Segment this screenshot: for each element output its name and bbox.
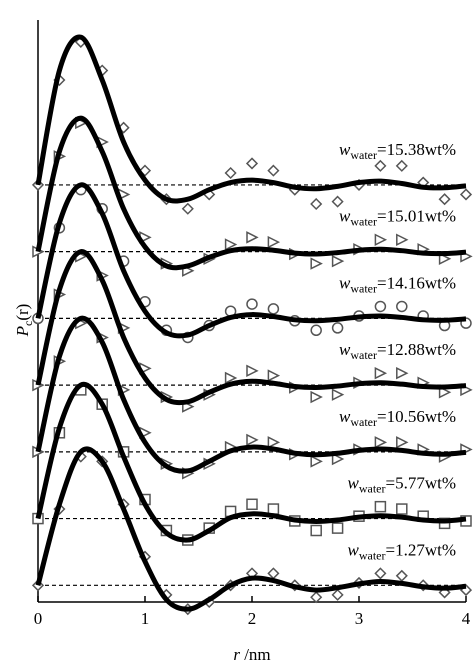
y-label-symbol: P bbox=[13, 326, 32, 337]
marker bbox=[267, 567, 280, 580]
label-symbol: w bbox=[348, 474, 360, 493]
fit-line bbox=[35, 315, 467, 474]
label-subscript: water bbox=[359, 548, 386, 562]
label-value: =12.88wt% bbox=[377, 340, 456, 359]
x-tick-label: 1 bbox=[141, 609, 150, 628]
y-label-subscript: c bbox=[21, 321, 35, 326]
marker bbox=[331, 588, 344, 601]
label-subscript: water bbox=[350, 215, 377, 229]
marker bbox=[331, 452, 345, 466]
x-tick-label: 2 bbox=[248, 609, 257, 628]
marker bbox=[224, 166, 237, 180]
y-axis-label: Pc(r) bbox=[13, 304, 35, 338]
marker bbox=[267, 503, 280, 515]
marker bbox=[267, 235, 281, 249]
y-label-rest: (r) bbox=[13, 304, 32, 321]
marker bbox=[374, 500, 387, 513]
marker bbox=[246, 298, 258, 310]
marker bbox=[395, 159, 408, 172]
marker bbox=[246, 364, 259, 378]
fit-line bbox=[35, 182, 467, 339]
marker bbox=[374, 366, 388, 380]
marker bbox=[267, 436, 281, 449]
marker bbox=[438, 193, 451, 206]
marker bbox=[374, 233, 388, 246]
label-value: =10.56wt% bbox=[377, 407, 456, 426]
marker bbox=[396, 233, 409, 246]
fit-line bbox=[35, 381, 467, 543]
label-value: =1.27wt% bbox=[386, 540, 457, 559]
marker bbox=[438, 386, 452, 399]
label-value: =14.16wt% bbox=[377, 273, 456, 292]
marker bbox=[310, 324, 322, 337]
marker bbox=[396, 366, 409, 380]
marker bbox=[245, 157, 259, 170]
fit-line bbox=[35, 115, 467, 271]
label-subscript: water bbox=[350, 148, 377, 162]
fit-line bbox=[35, 34, 467, 204]
series-label: wwater=14.16wt% bbox=[339, 273, 456, 295]
label-symbol: w bbox=[339, 340, 351, 359]
label-value: =5.77wt% bbox=[386, 474, 457, 493]
marker bbox=[310, 257, 323, 270]
label-symbol: w bbox=[339, 140, 351, 159]
series-label: wwater=12.88wt% bbox=[339, 340, 456, 362]
marker bbox=[396, 503, 408, 515]
marker bbox=[374, 300, 387, 313]
label-subscript: water bbox=[350, 348, 377, 362]
x-tick-label: 3 bbox=[355, 609, 364, 628]
x-label-unit: /nm bbox=[240, 645, 271, 664]
label-symbol: w bbox=[339, 207, 351, 226]
marker bbox=[396, 300, 408, 313]
marker bbox=[331, 254, 345, 268]
marker bbox=[331, 195, 344, 208]
series-label: wwater=15.38wt% bbox=[339, 140, 456, 162]
label-symbol: w bbox=[348, 540, 360, 559]
marker bbox=[374, 567, 387, 580]
label-value: =15.38wt% bbox=[377, 140, 456, 159]
marker bbox=[374, 159, 387, 172]
x-label-symbol: r bbox=[233, 645, 240, 664]
marker bbox=[246, 433, 259, 447]
label-value: =15.01wt% bbox=[377, 207, 456, 226]
series-label: wwater=5.77wt% bbox=[348, 474, 457, 496]
marker bbox=[310, 390, 323, 404]
x-tick-label: 4 bbox=[462, 609, 471, 628]
marker bbox=[267, 164, 280, 177]
series-label: wwater=10.56wt% bbox=[339, 407, 456, 429]
label-subscript: water bbox=[350, 415, 377, 429]
marker bbox=[224, 371, 238, 385]
marker bbox=[267, 303, 280, 315]
label-subscript: water bbox=[350, 281, 377, 295]
series-label: wwater=1.27wt% bbox=[348, 540, 457, 562]
marker bbox=[331, 322, 344, 334]
marker bbox=[459, 188, 473, 201]
marker bbox=[310, 591, 323, 604]
marker bbox=[374, 436, 388, 449]
series-label: wwater=15.01wt% bbox=[339, 207, 456, 229]
label-symbol: w bbox=[339, 273, 351, 292]
x-tick-label: 0 bbox=[34, 609, 43, 628]
marker bbox=[246, 498, 258, 511]
marker bbox=[246, 231, 259, 244]
marker bbox=[396, 436, 409, 449]
marker bbox=[310, 455, 323, 468]
marker bbox=[181, 202, 194, 215]
marker bbox=[395, 569, 408, 582]
marker bbox=[310, 524, 322, 537]
marker bbox=[331, 522, 344, 534]
marker bbox=[331, 388, 345, 401]
marker bbox=[267, 369, 281, 382]
marker bbox=[224, 238, 238, 251]
marker bbox=[438, 252, 452, 266]
label-symbol: w bbox=[339, 407, 351, 426]
fit-line bbox=[35, 446, 467, 612]
x-axis-label: r /nm bbox=[233, 645, 270, 664]
fit-line bbox=[35, 249, 467, 406]
label-subscript: water bbox=[359, 482, 386, 496]
marker bbox=[310, 197, 323, 211]
